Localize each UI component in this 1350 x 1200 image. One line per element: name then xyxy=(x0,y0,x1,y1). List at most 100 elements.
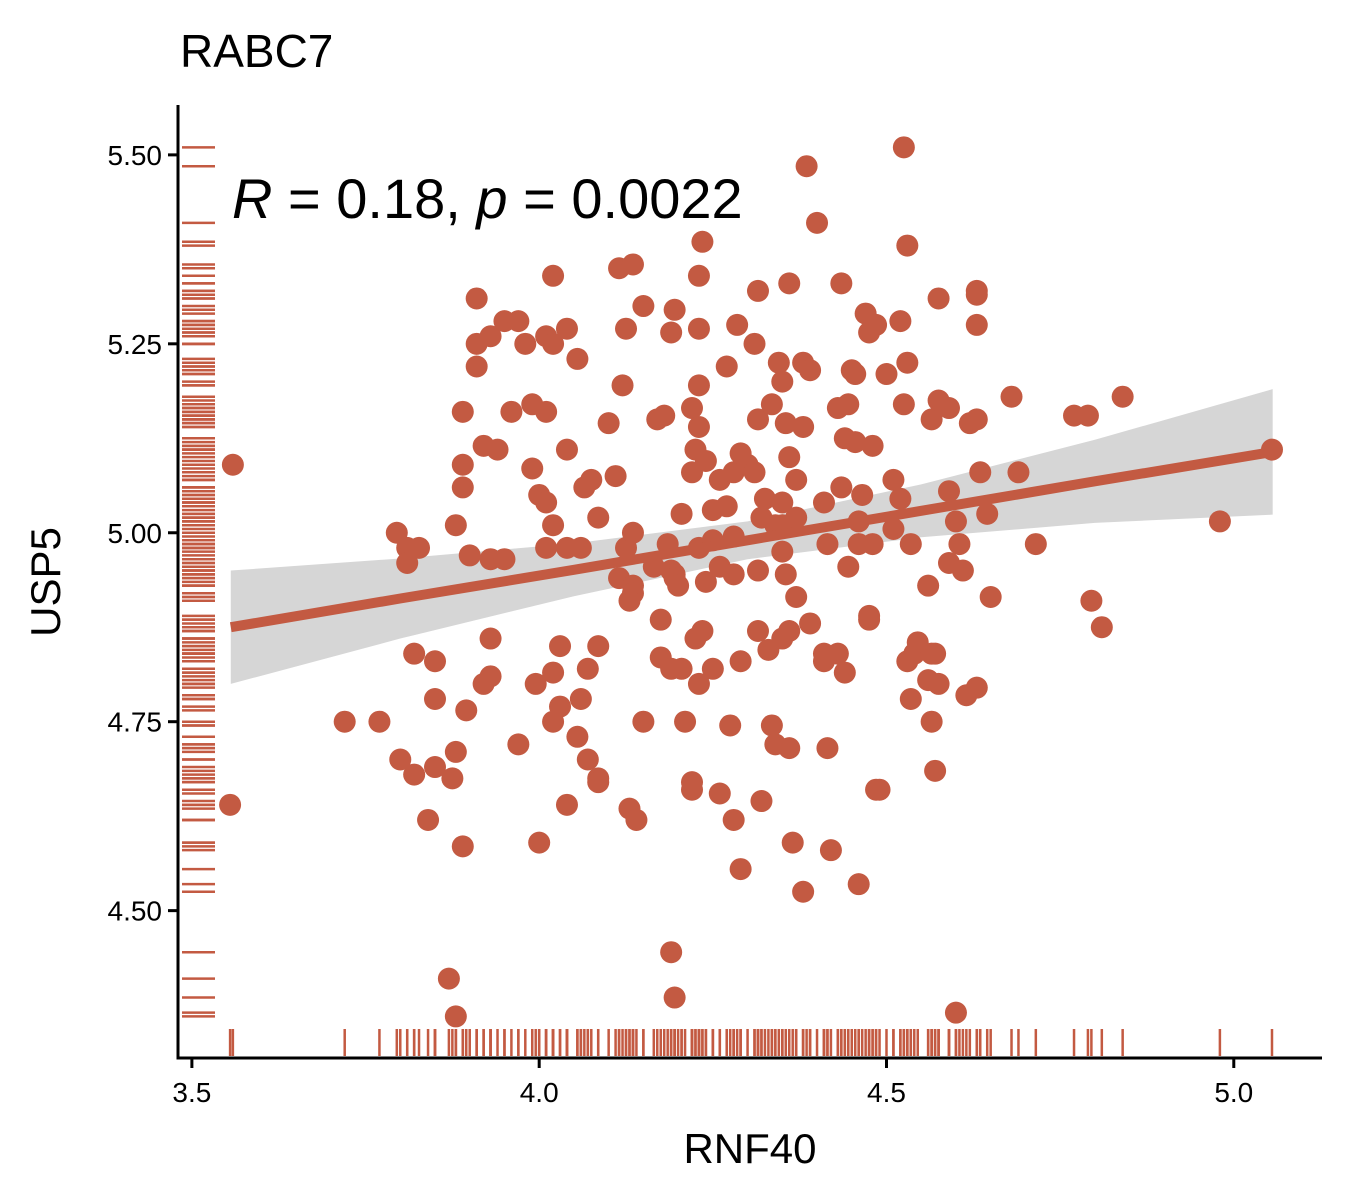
point xyxy=(681,397,704,420)
point xyxy=(569,536,592,559)
point xyxy=(587,635,610,658)
point xyxy=(569,688,592,711)
point xyxy=(785,506,808,529)
point xyxy=(847,873,870,896)
point xyxy=(812,491,835,514)
point xyxy=(806,211,829,234)
point xyxy=(938,397,961,420)
point xyxy=(1076,404,1099,427)
point xyxy=(920,710,943,733)
point xyxy=(542,661,565,684)
point xyxy=(792,880,815,903)
point xyxy=(844,431,867,454)
point xyxy=(479,665,502,688)
point xyxy=(465,287,488,310)
point xyxy=(333,710,356,733)
point xyxy=(799,359,822,382)
point xyxy=(924,759,947,782)
point xyxy=(604,465,627,488)
point xyxy=(746,279,769,302)
point xyxy=(799,612,822,635)
point xyxy=(687,415,710,438)
point xyxy=(444,740,467,763)
point xyxy=(965,676,988,699)
point xyxy=(687,374,710,397)
point xyxy=(833,661,856,684)
point xyxy=(694,570,717,593)
point xyxy=(938,480,961,503)
annotation-p-value: = 0.0022 xyxy=(508,167,743,230)
point xyxy=(424,650,447,673)
point xyxy=(611,374,634,397)
point xyxy=(535,491,558,514)
point xyxy=(951,559,974,582)
point xyxy=(660,321,683,344)
point xyxy=(441,767,464,790)
point xyxy=(1208,510,1231,533)
regression-line xyxy=(229,446,1274,633)
point xyxy=(785,585,808,608)
point xyxy=(892,393,915,416)
point xyxy=(750,790,773,813)
point xyxy=(396,551,419,574)
point xyxy=(687,264,710,287)
point xyxy=(976,502,999,525)
point xyxy=(687,672,710,695)
point xyxy=(774,412,797,435)
x-axis-label: RNF40 xyxy=(683,1125,816,1172)
annotation-r: R xyxy=(232,167,272,230)
point xyxy=(795,155,818,178)
point xyxy=(1111,385,1134,408)
point xyxy=(587,506,610,529)
point xyxy=(792,415,815,438)
point xyxy=(691,620,714,643)
point xyxy=(555,438,578,461)
point xyxy=(899,688,922,711)
point xyxy=(514,332,537,355)
point xyxy=(687,317,710,340)
point xyxy=(451,400,474,423)
point xyxy=(493,548,516,571)
point xyxy=(479,325,502,348)
point xyxy=(663,298,686,321)
point xyxy=(653,404,676,427)
point xyxy=(521,457,544,480)
point xyxy=(965,313,988,336)
point xyxy=(753,487,776,510)
y-tick-label: 5.25 xyxy=(108,329,163,360)
point xyxy=(882,517,905,540)
point xyxy=(760,714,783,737)
point xyxy=(451,476,474,499)
point xyxy=(465,355,488,378)
point xyxy=(566,347,589,370)
chart-title: RABC7 xyxy=(180,25,333,77)
point xyxy=(368,710,391,733)
point xyxy=(778,272,801,295)
point xyxy=(896,351,919,374)
point xyxy=(746,620,769,643)
point xyxy=(924,642,947,665)
point xyxy=(625,808,648,831)
point xyxy=(535,400,558,423)
point xyxy=(719,714,742,737)
point xyxy=(1090,616,1113,639)
y-axis-label: USP5 xyxy=(22,527,69,637)
point xyxy=(979,585,1002,608)
point xyxy=(674,710,697,733)
point xyxy=(621,521,644,544)
x-tick-label: 4.5 xyxy=(867,1077,906,1108)
x-tick-label: 5.0 xyxy=(1214,1077,1253,1108)
point xyxy=(858,608,881,631)
point xyxy=(927,672,950,695)
point xyxy=(760,393,783,416)
point xyxy=(965,408,988,431)
point xyxy=(486,438,509,461)
point xyxy=(896,234,919,257)
point xyxy=(667,574,690,597)
y-tick-label: 5.00 xyxy=(108,518,163,549)
y-tick-label: 5.50 xyxy=(108,140,163,171)
point xyxy=(851,483,874,506)
point xyxy=(615,317,638,340)
point xyxy=(771,370,794,393)
